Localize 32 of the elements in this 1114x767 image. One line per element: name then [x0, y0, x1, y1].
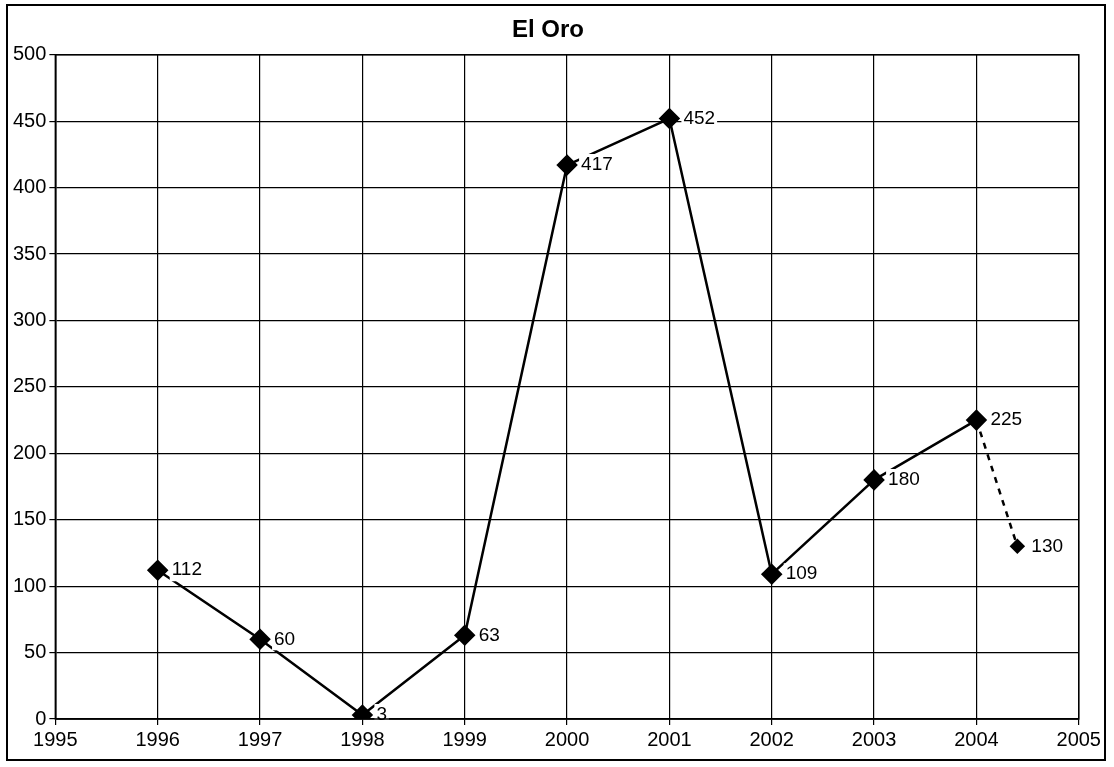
- x-tick-label: 1996: [135, 727, 180, 750]
- data-label: 417: [581, 153, 613, 175]
- data-label: 225: [990, 408, 1023, 430]
- y-tick-label: 450: [12, 108, 47, 131]
- data-label: 130: [1031, 534, 1064, 556]
- data-label: 112: [171, 558, 202, 580]
- x-tick-label: 2005: [1056, 727, 1101, 750]
- x-tick-label: 2002: [749, 727, 794, 750]
- y-tick-label: 500: [12, 42, 47, 65]
- data-label: 60: [274, 627, 296, 649]
- x-tick-label: 2003: [851, 727, 897, 750]
- y-tick-label: 50: [24, 640, 47, 663]
- x-tick-label: 1999: [442, 727, 487, 750]
- data-label: 109: [785, 562, 818, 584]
- y-tick-label: 0: [35, 706, 47, 729]
- x-tick-label: 2000: [544, 727, 590, 750]
- x-tick-label: 2004: [954, 727, 999, 750]
- y-tick-label: 200: [12, 440, 47, 463]
- chart-title: El Oro: [511, 15, 585, 43]
- x-tick-label: 2001: [647, 727, 692, 750]
- data-label: 180: [888, 468, 920, 490]
- x-tick-label: 1998: [340, 727, 385, 750]
- y-tick-label: 250: [12, 374, 47, 397]
- y-tick-label: 400: [12, 175, 47, 198]
- data-label: 63: [478, 623, 500, 645]
- y-tick-label: 300: [12, 308, 47, 330]
- x-tick-label: 1997: [237, 727, 283, 750]
- y-tick-label: 150: [12, 507, 47, 530]
- y-tick-label: 100: [12, 573, 47, 596]
- data-label: 452: [683, 106, 716, 128]
- x-tick-label: 1995: [33, 727, 78, 750]
- y-tick-label: 350: [12, 241, 47, 264]
